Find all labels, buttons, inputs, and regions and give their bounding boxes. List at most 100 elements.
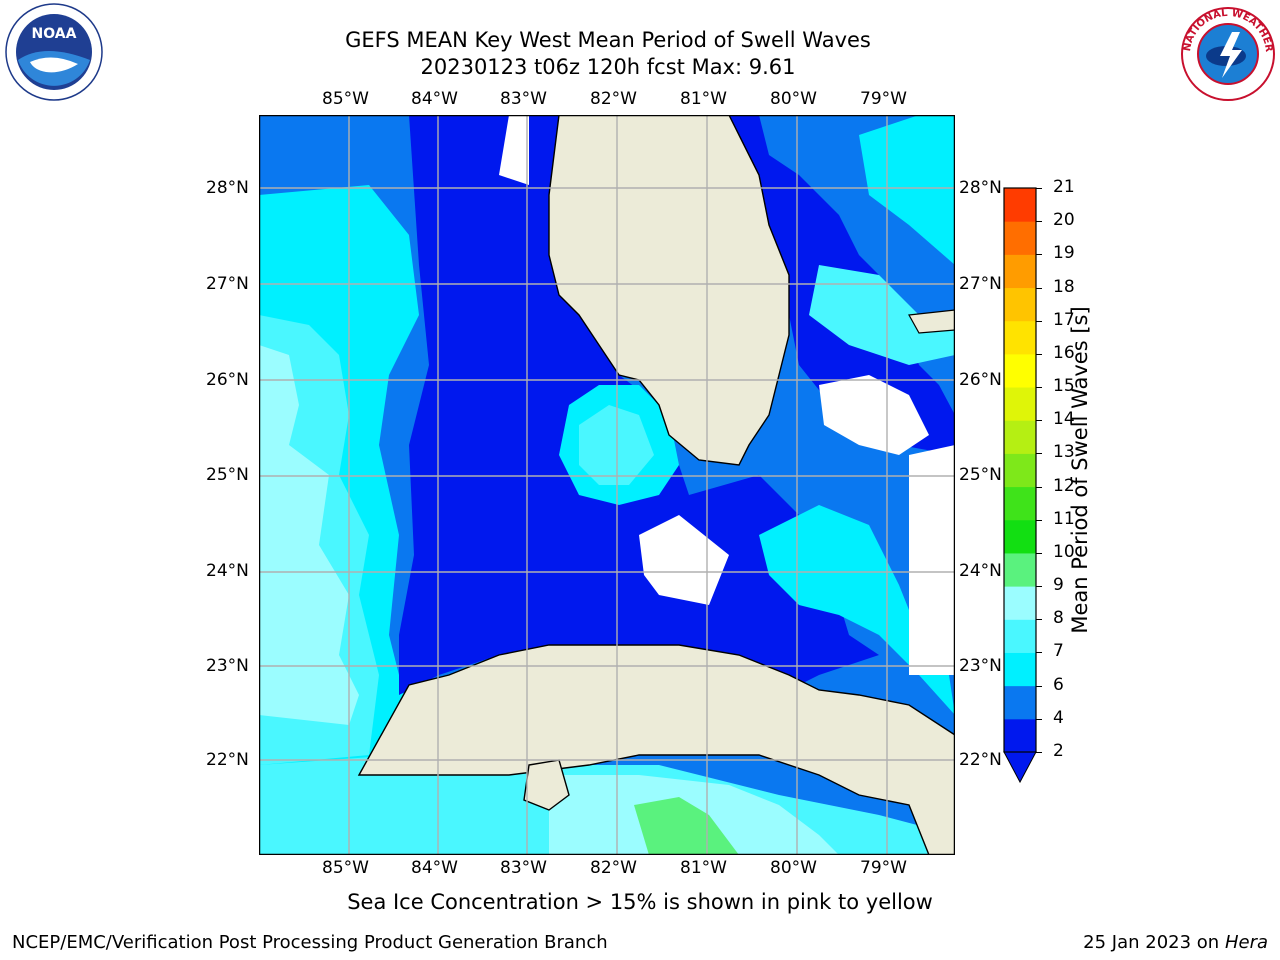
sea-ice-note: Sea Ice Concentration > 15% is shown in … bbox=[347, 890, 933, 914]
land-bahamas bbox=[908, 309, 955, 334]
colorbar-segment bbox=[1004, 287, 1036, 322]
lat-label-right: 28°N bbox=[959, 178, 1002, 198]
lon-label-bottom: 81°W bbox=[680, 858, 727, 878]
land-cuba bbox=[357, 644, 955, 855]
colorbar-label: Mean Period of Swell Waves [s] bbox=[1068, 306, 1092, 634]
lat-label-right: 27°N bbox=[959, 274, 1002, 294]
colorbar-tick-mark bbox=[1036, 519, 1042, 521]
colorbar-tick-label: 8 bbox=[1053, 608, 1064, 629]
lon-label-bottom: 84°W bbox=[411, 858, 458, 878]
lon-label-bottom: 80°W bbox=[770, 858, 817, 878]
colorbar-tick-label: 20 bbox=[1053, 210, 1075, 231]
colorbar-segment bbox=[1004, 619, 1036, 653]
colorbar-tick-label: 11 bbox=[1053, 508, 1075, 529]
colorbar-tick-mark bbox=[1036, 353, 1042, 355]
no-data-1 bbox=[499, 115, 529, 185]
colorbar-tick-label: 6 bbox=[1053, 674, 1064, 695]
colorbar-segment bbox=[1004, 519, 1036, 554]
colorbar-tick-mark bbox=[1036, 652, 1042, 654]
period-field-6-7-straits bbox=[759, 505, 955, 715]
colorbar-tick-mark bbox=[1036, 254, 1042, 256]
lat-label-left: 28°N bbox=[206, 178, 249, 198]
nws-logo: NATIONAL WEATHER SERVICE bbox=[1180, 6, 1275, 101]
lat-label-right: 22°N bbox=[959, 750, 1002, 770]
lat-label-left: 27°N bbox=[206, 274, 249, 294]
lon-label-top: 80°W bbox=[770, 89, 817, 109]
no-data-4 bbox=[909, 445, 955, 675]
colorbar-tick-label: 21 bbox=[1053, 177, 1075, 197]
colorbar-tick-label: 12 bbox=[1053, 475, 1075, 496]
lat-label-left: 25°N bbox=[206, 465, 249, 485]
colorbar-tick-mark bbox=[1036, 420, 1042, 422]
lat-label-left: 23°N bbox=[206, 656, 249, 676]
lat-label-right: 25°N bbox=[959, 465, 1002, 485]
lat-label-left: 26°N bbox=[206, 370, 249, 390]
colorbar-tick-label: 14 bbox=[1053, 409, 1075, 430]
colorbar-segment bbox=[1004, 685, 1036, 720]
colorbar-segment bbox=[1004, 453, 1036, 488]
colorbar-segment bbox=[1004, 486, 1036, 521]
colorbar-tick-mark bbox=[1036, 718, 1042, 720]
colorbar-tick-label: 19 bbox=[1053, 243, 1075, 264]
map-frame bbox=[259, 115, 955, 855]
colorbar-tick-mark bbox=[1036, 453, 1042, 455]
colorbar-tick-label: 10 bbox=[1053, 541, 1075, 562]
colorbar-segment bbox=[1004, 420, 1036, 454]
map-panel bbox=[259, 115, 955, 855]
colorbar-tick-mark bbox=[1036, 387, 1042, 389]
colorbar-tick-mark bbox=[1036, 486, 1042, 488]
lat-label-left: 24°N bbox=[206, 561, 249, 581]
period-field-8-9-west bbox=[259, 345, 359, 725]
colorbar-segment bbox=[1004, 387, 1036, 421]
lon-label-top: 84°W bbox=[411, 89, 458, 109]
lon-label-top: 85°W bbox=[322, 89, 369, 109]
colorbar-tick-label: 4 bbox=[1053, 707, 1064, 728]
lat-label-right: 26°N bbox=[959, 370, 1002, 390]
lon-label-top: 79°W bbox=[860, 89, 907, 109]
land-florida bbox=[548, 115, 790, 466]
land-isla-juventud bbox=[523, 759, 570, 811]
lon-label-top: 82°W bbox=[590, 89, 637, 109]
colorbar-extend-arrow bbox=[1003, 751, 1037, 784]
colorbar-tick-label: 13 bbox=[1053, 442, 1075, 463]
lon-label-bottom: 85°W bbox=[322, 858, 369, 878]
colorbar-segment bbox=[1004, 254, 1036, 289]
graticule bbox=[259, 115, 955, 855]
chart-title: GEFS MEAN Key West Mean Period of Swell … bbox=[345, 28, 871, 52]
colorbar-tick-mark bbox=[1036, 619, 1042, 621]
colorbar bbox=[1003, 187, 1037, 784]
lon-label-bottom: 83°W bbox=[500, 858, 547, 878]
colorbar-segment bbox=[1004, 718, 1036, 753]
footer-date: 25 Jan 2023 on Hera bbox=[1083, 932, 1268, 953]
colorbar-segment bbox=[1004, 353, 1036, 388]
colorbar-segment bbox=[1004, 586, 1036, 620]
no-data-3 bbox=[819, 375, 929, 455]
footer-date-text: 25 Jan 2023 on bbox=[1083, 932, 1225, 953]
lon-label-top: 81°W bbox=[680, 89, 727, 109]
colorbar-frame bbox=[1003, 187, 1037, 753]
lat-label-right: 23°N bbox=[959, 656, 1002, 676]
lat-label-right: 24°N bbox=[959, 561, 1002, 581]
colorbar-tick-mark bbox=[1036, 188, 1042, 189]
colorbar-tick-mark bbox=[1036, 320, 1042, 322]
colorbar-segment bbox=[1004, 652, 1036, 687]
noaa-logo-text: NOAA bbox=[32, 26, 77, 42]
colorbar-tick-mark bbox=[1036, 685, 1042, 687]
colorbar-tick-mark bbox=[1036, 221, 1042, 223]
colorbar-segment bbox=[1004, 221, 1036, 255]
colorbar-tick-label: 18 bbox=[1053, 276, 1075, 297]
period-field-6-7-bahamas bbox=[809, 265, 955, 365]
colorbar-segment bbox=[1004, 552, 1036, 587]
noaa-logo: NOAA bbox=[5, 3, 103, 101]
colorbar-tick-label: 17 bbox=[1053, 309, 1075, 330]
period-field-6-7-ne bbox=[859, 115, 955, 265]
period-field-9-10 bbox=[634, 797, 739, 855]
colorbar-tick-label: 2 bbox=[1053, 741, 1064, 761]
lon-label-bottom: 79°W bbox=[860, 858, 907, 878]
colorbar-tick-label: 15 bbox=[1053, 376, 1075, 397]
colorbar-segment bbox=[1004, 320, 1036, 355]
colorbar-tick-mark bbox=[1036, 752, 1042, 753]
lon-label-bottom: 82°W bbox=[590, 858, 637, 878]
lon-label-top: 83°W bbox=[500, 89, 547, 109]
colorbar-tick-mark bbox=[1036, 287, 1042, 289]
